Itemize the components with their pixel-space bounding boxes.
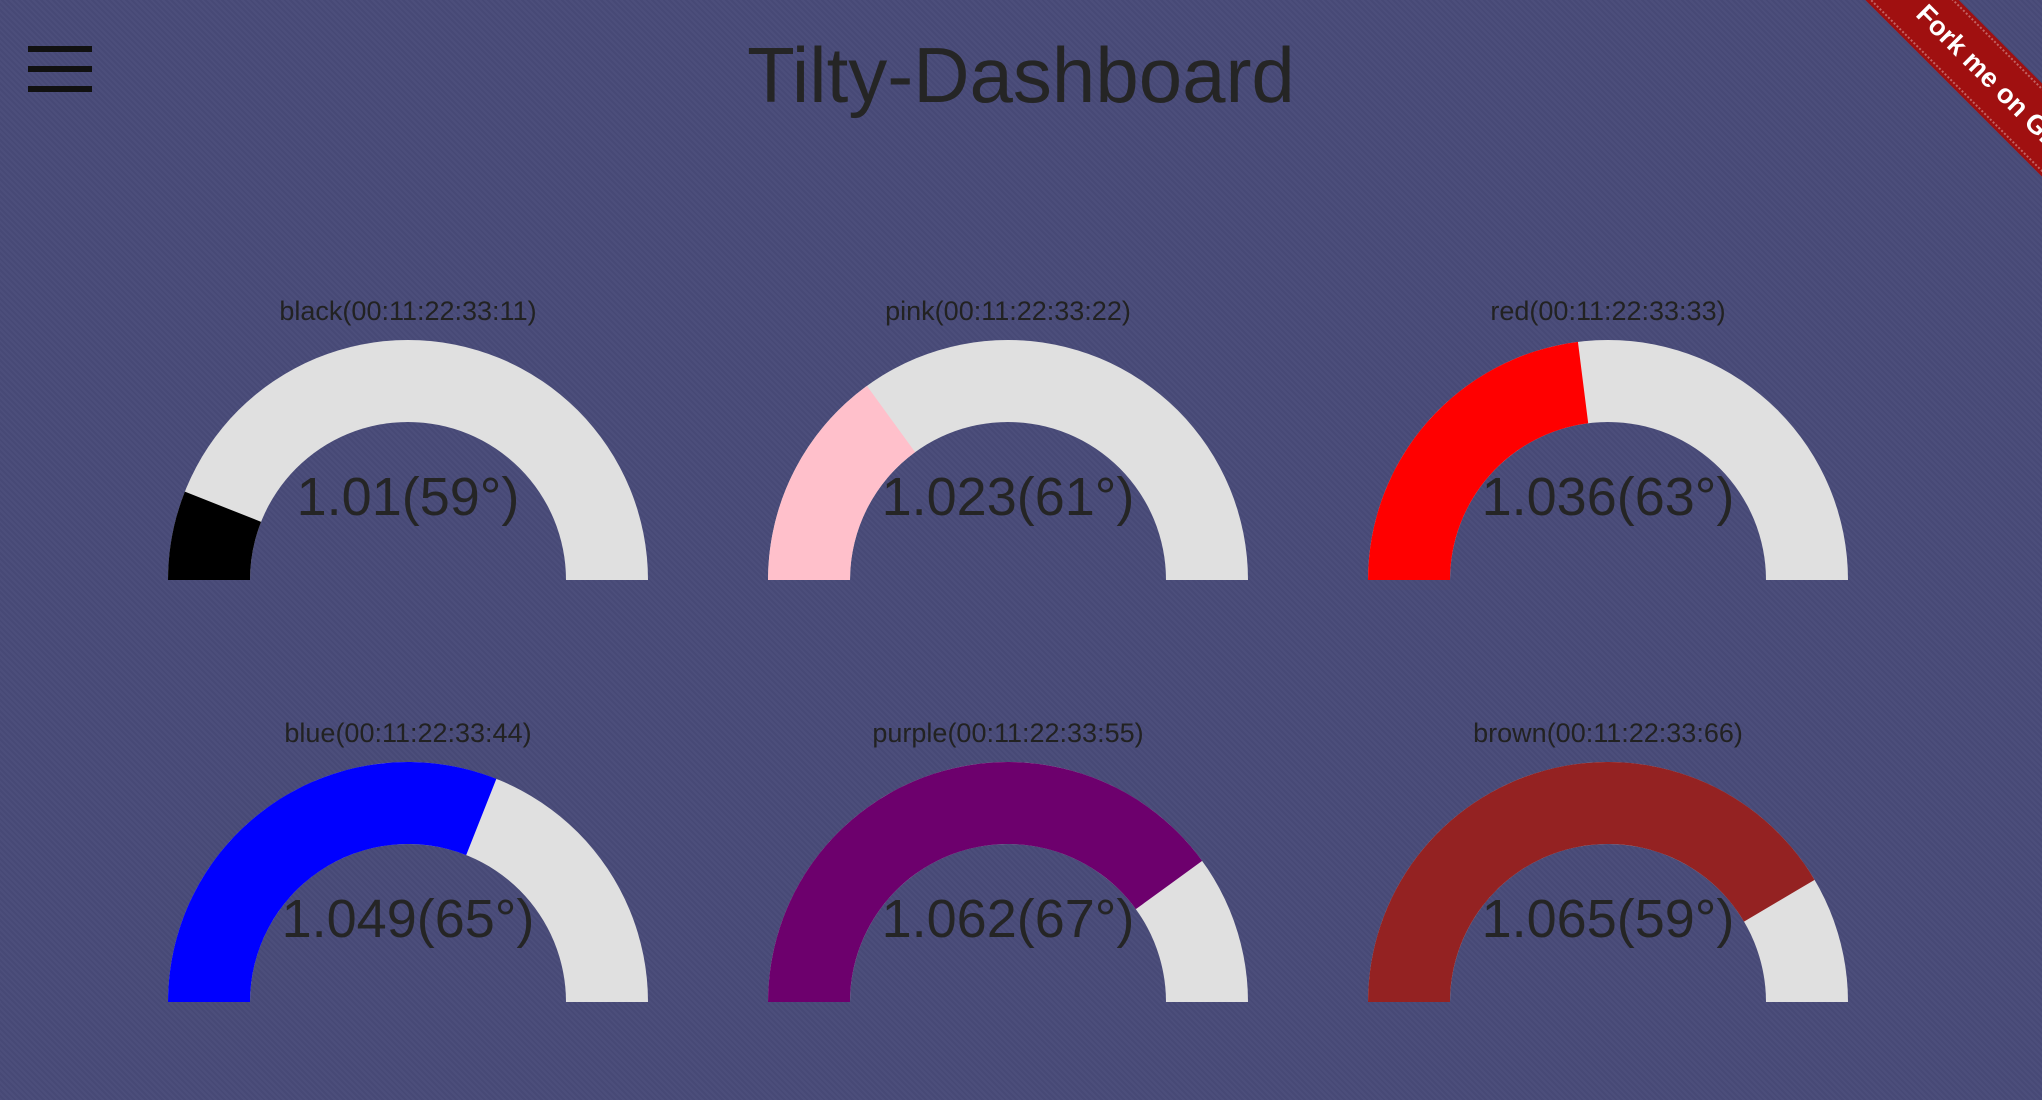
gauge-label: blue(00:11:22:33:44) [284, 718, 532, 748]
gauge-card: black(00:11:22:33:11) 1.01(59°) [148, 296, 668, 616]
gauge-fill [768, 762, 1203, 1002]
gauge-value: 1.036(63°) [1481, 467, 1735, 527]
gauge-track [168, 340, 648, 580]
fork-me-on-github-ribbon[interactable]: Fork me on GitHub [1837, 0, 2042, 265]
gauge-card: pink(00:11:22:33:22) 1.023(61°) [748, 296, 1268, 616]
github-ribbon-container: Fork me on GitHub [1772, 0, 2042, 270]
gauge-value: 1.062(67°) [881, 889, 1135, 949]
gauge-value: 1.023(61°) [881, 467, 1135, 527]
gauge-chart [168, 340, 648, 580]
gauge-label: red(00:11:22:33:33) [1490, 296, 1726, 326]
gauge-chart [768, 340, 1248, 580]
gauge-fill [1368, 762, 1815, 1002]
gauge-fill [168, 491, 262, 580]
gauge-label: pink(00:11:22:33:22) [885, 296, 1131, 326]
gauge-chart [168, 762, 648, 1002]
gauge-track [768, 340, 1248, 580]
page-title: Tilty-Dashboard [747, 31, 1295, 119]
gauge-value: 1.049(65°) [281, 889, 535, 949]
gauge-fill [768, 385, 916, 580]
gauge-card: red(00:11:22:33:33) 1.036(63°) [1348, 296, 1868, 616]
gauge-card: purple(00:11:22:33:55) 1.062(67°) [748, 718, 1268, 1038]
hamburger-menu-icon [28, 46, 92, 92]
gauge-value: 1.01(59°) [296, 467, 520, 527]
gauge-chart [1368, 762, 1848, 1002]
gauge-fill [168, 762, 497, 1002]
gauge-label: purple(00:11:22:33:55) [872, 718, 1144, 748]
gauge-card: blue(00:11:22:33:44) 1.049(65°) [148, 718, 668, 1038]
gauge-label: black(00:11:22:33:11) [279, 296, 537, 326]
menu-button[interactable] [28, 46, 92, 92]
gauge-chart [768, 762, 1248, 1002]
gauge-value: 1.065(59°) [1481, 889, 1735, 949]
gauge-label: brown(00:11:22:33:66) [1473, 718, 1743, 748]
gauge-chart [1368, 340, 1848, 580]
gauge-card: brown(00:11:22:33:66) 1.065(59°) [1348, 718, 1868, 1038]
gauge-fill [1368, 341, 1589, 580]
